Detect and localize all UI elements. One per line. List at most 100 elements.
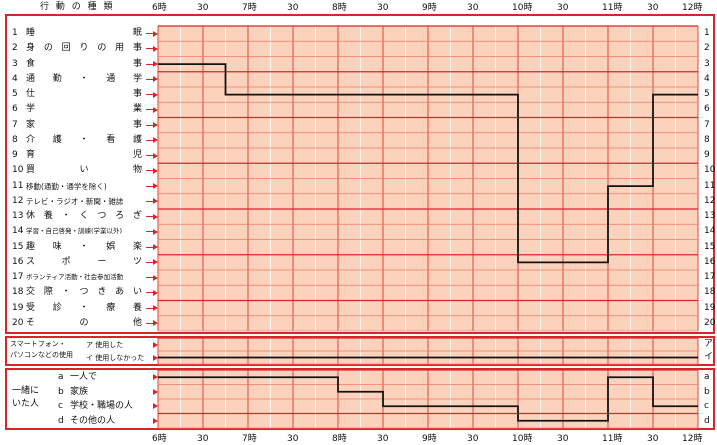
activity-arrow-line (146, 48, 154, 50)
time-label: 10時 (512, 434, 533, 444)
activity-frame (5, 14, 715, 334)
activity-arrow-line (146, 124, 154, 126)
activity-number: 6 (12, 104, 18, 115)
activity-arrow-line (146, 307, 154, 309)
time-label: 7時 (242, 3, 257, 13)
activity-label: スポーツ (26, 256, 142, 267)
smartphone-code: イ (704, 352, 714, 362)
activity-arrow-line (146, 185, 154, 187)
activity-row-label: 3 食事 (12, 58, 144, 71)
time-label: 11時 (602, 3, 623, 13)
activity-row-label: 15 趣味・娯楽 (12, 241, 144, 254)
activity-label: 買い物 (26, 165, 142, 176)
activity-row-label: 12 テレビ・ラジオ・新聞・雑誌 (12, 195, 144, 208)
smartphone-frame (5, 336, 715, 366)
together-arrow-icon (153, 374, 158, 380)
activity-code: 20 (704, 317, 716, 328)
time-label: 8時 (332, 3, 347, 13)
together-option-label: d その他の人 (58, 415, 146, 427)
time-label: 30 (197, 434, 209, 444)
activity-label: 仕事 (26, 89, 142, 99)
activity-label: 休養・くつろぎ (26, 211, 142, 221)
activity-arrow-icon (153, 45, 158, 52)
together-code: a (704, 372, 710, 382)
activity-arrow-line (146, 261, 154, 263)
activity-trace-line (158, 63, 698, 264)
activity-arrow-icon (153, 167, 158, 174)
activity-number: 13 (12, 211, 24, 221)
activity-row-label: 10 買い物 (12, 164, 144, 177)
activity-arrow-line (146, 322, 154, 324)
together-option-letter: c (58, 401, 63, 411)
activity-code: 6 (704, 104, 710, 115)
activity-arrow-icon (153, 152, 158, 159)
activity-label: 受診・療養 (26, 302, 142, 313)
activity-arrow-line (146, 292, 154, 294)
activity-number: 5 (12, 89, 18, 99)
time-label: 30 (467, 3, 479, 13)
activity-code: 5 (704, 89, 710, 99)
activity-arrow-icon (153, 122, 158, 128)
activity-arrow-line (146, 78, 154, 80)
smartphone-code: ア (704, 339, 714, 349)
activity-number: 11 (12, 180, 24, 191)
time-label: 30 (287, 3, 299, 13)
together-frame (5, 368, 715, 430)
activity-arrow-icon (153, 61, 158, 67)
activity-label: ボランティア活動・社会参加活動 (26, 273, 124, 281)
activity-code: 9 (704, 150, 710, 160)
activity-label: その他 (26, 317, 142, 328)
time-label: 30 (377, 3, 389, 13)
activity-arrow-line (146, 170, 154, 172)
activity-label: テレビ・ラジオ・新聞・雑誌 (26, 196, 124, 206)
activity-arrow-icon (153, 91, 158, 98)
activity-row-label: 19 受診・療養 (12, 302, 144, 315)
activity-arrow-line (146, 139, 154, 141)
activity-row-label: 7 家事 (12, 119, 144, 132)
together-option-letter: d (58, 415, 64, 426)
activity-row-label: 11 移動(通勤・通学を除く) (12, 180, 144, 193)
activity-number: 7 (12, 119, 18, 130)
smartphone-arrow-icon (153, 355, 158, 361)
activity-arrow-line (146, 155, 154, 156)
activity-arrow-icon (153, 289, 158, 296)
activity-arrow-line (146, 33, 154, 34)
activity-arrow-line (146, 63, 154, 65)
activity-code: 13 (704, 211, 716, 221)
activity-code: 15 (704, 241, 716, 252)
time-label: 6時 (152, 434, 167, 444)
activity-number: 15 (12, 241, 24, 252)
activity-code: 11 (704, 180, 716, 191)
activity-row-label: 17 ボランティア活動・社会参加活動 (12, 271, 144, 284)
activity-row-label: 5 仕事 (12, 88, 144, 101)
activity-row-label: 2 身の回りの用事 (12, 42, 144, 55)
smartphone-arrow-icon (153, 342, 158, 348)
activity-label: 睡眠 (26, 28, 142, 38)
activity-arrow-icon (153, 244, 158, 250)
activity-number: 2 (12, 43, 18, 54)
activity-code: 18 (704, 287, 716, 298)
activity-arrow-icon (153, 274, 158, 281)
activity-row-label: 9 育児 (12, 149, 144, 162)
together-option-text: 一人で (70, 372, 98, 382)
time-label: 30 (647, 3, 659, 13)
activity-row-label: 8 介護・看護 (12, 134, 144, 147)
activity-arrow-icon (153, 76, 158, 83)
activity-code: 14 (704, 226, 716, 237)
activity-arrow-line (146, 216, 154, 217)
activity-row-label: 4 通勤・通学 (12, 73, 144, 86)
activity-arrow-line (146, 277, 154, 278)
activity-label: 学習・自己啓発・訓練(学業以外) (26, 227, 123, 236)
activity-number: 3 (12, 58, 18, 69)
activity-arrow-icon (153, 198, 158, 205)
activity-label: 学業 (26, 104, 142, 115)
together-option-text: その他の人 (70, 415, 116, 426)
activity-row-label: 13 休養・くつろぎ (12, 210, 144, 223)
activity-number: 19 (12, 302, 24, 313)
activity-arrow-icon (153, 30, 158, 37)
together-code: c (704, 401, 709, 411)
activity-code: 17 (704, 272, 716, 282)
activity-number: 10 (12, 165, 24, 176)
activity-arrow-icon (153, 305, 158, 311)
